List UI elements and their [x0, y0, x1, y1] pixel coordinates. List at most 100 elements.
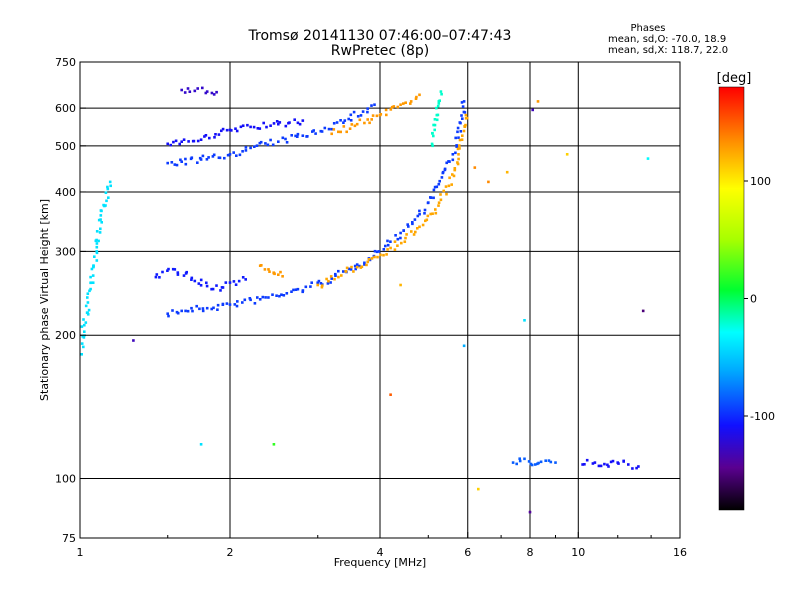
data-point — [296, 287, 300, 291]
data-point — [266, 143, 270, 147]
data-point — [204, 91, 208, 95]
data-point — [457, 157, 460, 161]
data-point — [173, 268, 177, 271]
data-point — [258, 141, 262, 145]
data-point — [462, 110, 466, 114]
data-point — [445, 192, 448, 196]
data-point — [221, 127, 225, 131]
data-point — [386, 239, 389, 243]
data-point — [203, 135, 206, 138]
stats-heading: Phases — [630, 23, 665, 34]
data-point — [108, 180, 112, 184]
data-point — [252, 125, 256, 129]
data-point — [370, 118, 373, 121]
data-point — [224, 281, 228, 284]
data-point — [444, 185, 448, 188]
data-point — [423, 212, 426, 215]
data-point — [393, 240, 397, 243]
colorbar-tick-label: 100 — [750, 175, 771, 188]
data-point — [235, 129, 239, 133]
data-point — [175, 163, 179, 167]
data-point — [188, 90, 192, 93]
data-point — [327, 279, 330, 283]
data-point — [217, 133, 221, 136]
data-point — [180, 309, 183, 313]
data-point — [487, 180, 490, 184]
data-point — [330, 127, 333, 131]
data-point — [199, 158, 203, 161]
data-point — [180, 88, 183, 92]
data-point — [432, 196, 435, 200]
data-point — [184, 309, 187, 313]
data-point — [355, 122, 359, 126]
data-point — [89, 287, 92, 291]
data-point — [389, 246, 392, 250]
data-point — [458, 147, 461, 150]
data-point — [253, 302, 257, 305]
data-point — [436, 113, 440, 117]
data-point — [264, 142, 267, 145]
data-point — [83, 330, 86, 333]
data-point — [438, 99, 441, 102]
data-point — [192, 139, 196, 143]
data-point — [107, 196, 110, 199]
data-point — [166, 312, 169, 315]
data-point — [366, 110, 369, 114]
x-tick-label: 4 — [377, 546, 384, 559]
data-point — [166, 269, 169, 272]
data-point — [360, 265, 364, 268]
data-point — [278, 121, 282, 124]
data-point — [275, 120, 279, 123]
colorbar-tick-label: 0 — [750, 293, 757, 306]
data-point — [230, 129, 233, 132]
chart-subtitle: RwPretec (8p) — [331, 43, 429, 59]
data-point — [281, 275, 284, 278]
data-point — [249, 125, 252, 129]
data-point — [407, 225, 410, 228]
data-point — [238, 153, 242, 157]
data-point — [167, 314, 170, 318]
data-point — [325, 277, 328, 281]
data-point — [201, 154, 205, 158]
data-point — [433, 118, 437, 121]
data-point — [435, 106, 438, 110]
data-point — [294, 134, 297, 138]
data-point — [169, 143, 172, 147]
data-point — [400, 241, 403, 245]
data-point — [269, 124, 272, 127]
data-point — [95, 251, 99, 255]
data-point — [451, 158, 455, 162]
data-point — [547, 459, 551, 462]
data-point — [523, 319, 526, 322]
data-point — [228, 303, 232, 306]
data-point — [87, 308, 91, 312]
data-point — [330, 277, 333, 280]
data-point — [385, 253, 388, 256]
data-point — [421, 223, 425, 227]
data-point — [301, 134, 305, 137]
data-point — [285, 292, 289, 295]
data-point — [426, 214, 430, 218]
data-point — [447, 184, 451, 188]
data-point — [275, 294, 278, 297]
y-tick-label: 600 — [55, 102, 76, 115]
data-point — [406, 223, 409, 226]
data-point — [409, 102, 412, 105]
data-point — [337, 275, 340, 279]
data-point — [326, 282, 330, 285]
data-point — [166, 161, 169, 165]
data-point — [264, 296, 267, 299]
data-point — [228, 281, 232, 284]
data-point — [211, 287, 215, 291]
data-point — [205, 158, 209, 161]
data-point — [361, 110, 365, 113]
data-point — [371, 114, 375, 117]
data-point — [205, 90, 209, 93]
data-point — [456, 161, 459, 164]
data-point — [411, 221, 414, 224]
data-point — [234, 127, 237, 130]
data-point — [84, 304, 88, 308]
data-point — [228, 153, 232, 156]
data-point — [237, 279, 241, 283]
data-point — [528, 510, 532, 514]
